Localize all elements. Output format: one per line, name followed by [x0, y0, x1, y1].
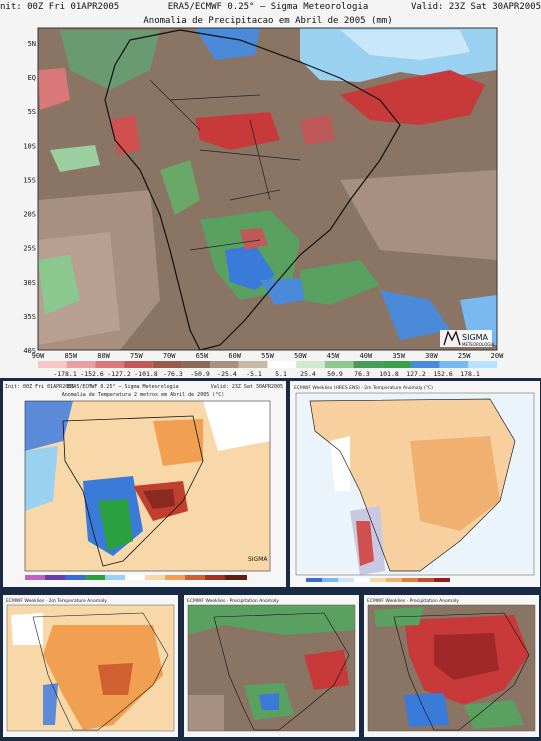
sigma-logo: SIGMA METEOROLOGIA: [440, 330, 495, 347]
scale-label: -152.6: [80, 370, 104, 378]
lon-label: 80W: [97, 352, 110, 360]
lon-label: 60W: [228, 352, 241, 360]
map-title: Anomalia de Precipitacao em Abril de 200…: [143, 16, 392, 26]
scale-swatch: [353, 361, 383, 368]
temp-header-init: Init: 00Z Fri 01APR2005: [5, 384, 74, 390]
temp-header-valid: Valid: 23Z Sat 30APR2005: [211, 384, 283, 390]
header-init: nit: 00Z Fri 01APR2005: [0, 2, 119, 12]
bottom-panel-3-header: ECMWF Weeklies · Precipitation Anomaly: [367, 598, 459, 604]
scale-swatch: [468, 361, 497, 368]
scale-swatch: [95, 361, 125, 368]
scale-label: 76.3: [354, 370, 370, 378]
lon-label: 45W: [327, 352, 340, 360]
lat-label: 40S: [23, 347, 36, 355]
weeklies-bottom-panel-3: ECMWF Weeklies · Precipitation Anomaly: [364, 595, 539, 737]
bottom-panel-1-header: ECMWF Weeklies · 2m Temperature Anomaly: [6, 598, 107, 604]
scale-label: -25.4: [217, 370, 237, 378]
lat-label: 25S: [23, 245, 36, 253]
lat-label: 35S: [23, 313, 36, 321]
scale-label: -178.1: [53, 370, 77, 378]
lon-label: 75W: [130, 352, 143, 360]
scale-label: 101.8: [379, 370, 399, 378]
weeklies-temp-header: ECMWF Weeklies (HRES ENS) · 2m Temperatu…: [294, 385, 433, 391]
scale-swatch: [66, 361, 96, 368]
weeklies-temp-scale: [306, 578, 450, 582]
sigma-logo-text: SIGMA: [462, 333, 489, 342]
precipitation-anomaly-map: nit: 00Z Fri 01APR2005 ERA5/ECMWF 0.25° …: [0, 0, 541, 378]
scale-swatch: [267, 361, 297, 368]
longitude-labels: 90W 85W 80W 75W 70W 65W 60W 55W 50W 45W 40W 35W 30W 2…: [32, 352, 504, 360]
weeklies-temperature-panel: ECMWF Weeklies (HRES ENS) · 2m Temperatu…: [290, 381, 540, 587]
sigma-logo-subtext: METEOROLOGIA: [462, 342, 495, 347]
bottom-panel-2-header: ECMWF Weeklies · Precipitation Anomaly: [187, 598, 279, 604]
scale-swatch: [210, 361, 239, 368]
scale-swatch: [124, 361, 153, 368]
bottom-panel-3-svg: ECMWF Weeklies · Precipitation Anomaly: [367, 598, 536, 732]
scale-swatch: [439, 361, 469, 368]
scale-label: -5.1: [246, 370, 262, 378]
lon-label: 90W: [32, 352, 45, 360]
weeklies-bottom-panel-2: ECMWF Weeklies · Precipitation Anomaly: [184, 595, 359, 737]
scale-label: -76.3: [163, 370, 183, 378]
lon-label: 50W: [294, 352, 307, 360]
scale-label: -127.2: [107, 370, 131, 378]
scale-swatch: [152, 361, 182, 368]
lon-label: 30W: [425, 352, 438, 360]
scale-label: 25.4: [300, 370, 316, 378]
lat-label: 30S: [23, 279, 36, 287]
lon-label: 25W: [458, 352, 471, 360]
lon-label: 55W: [261, 352, 274, 360]
lat-label: 5N: [28, 40, 36, 48]
lat-label: 10S: [23, 142, 36, 150]
lat-label: 15S: [23, 176, 36, 184]
latitude-labels: 5N EQ 5S 10S 15S 20S 25S 30S 35S 40S: [23, 40, 36, 355]
scale-label: 50.9: [327, 370, 343, 378]
scale-swatch: [296, 361, 325, 368]
lat-label: 5S: [28, 108, 36, 116]
temp-logo: SIGMA: [248, 556, 268, 563]
header-model: ERA5/ECMWF 0.25° — Sigma Meteorologia: [168, 2, 368, 12]
temp-color-bar: [25, 575, 247, 580]
temperature-map-svg: Init: 00Z Fri 01APR2005 ERA5/ECMWF 0.25°…: [5, 384, 283, 580]
lon-label: 35W: [392, 352, 405, 360]
scale-label: 178.1: [460, 370, 480, 378]
scale-label: 127.2: [406, 370, 426, 378]
weeklies-bottom-panel-1: ECMWF Weeklies · 2m Temperature Anomaly: [3, 595, 178, 737]
scale-swatch: [38, 361, 67, 368]
scale-swatch: [181, 361, 211, 368]
bottom-panel-1-svg: ECMWF Weeklies · 2m Temperature Anomaly: [6, 598, 175, 732]
lat-label: 20S: [23, 211, 36, 219]
temp-title: Anomalia de Temperatura 2 metros em Abri…: [62, 392, 225, 398]
header-valid: Valid: 23Z Sat 30APR2005: [411, 2, 541, 12]
scale-label: -50.9: [190, 370, 210, 378]
scale-label: -101.8: [134, 370, 158, 378]
lon-label: 70W: [163, 352, 176, 360]
color-scale-bar: -178.1 -152.6 -127.2 -101.8 -76.3 -50.9 -25.4 -…: [38, 361, 497, 378]
lon-label: 40W: [360, 352, 373, 360]
scale-label: 152.6: [433, 370, 453, 378]
temp-header-model: ERA5/ECMWF 0.25° — Sigma Meteorologia: [67, 384, 178, 390]
bottom-panel-2-svg: ECMWF Weeklies · Precipitation Anomaly: [187, 598, 356, 732]
lon-label: 65W: [196, 352, 209, 360]
precipitation-map-svg: nit: 00Z Fri 01APR2005 ERA5/ECMWF 0.25° …: [0, 2, 541, 378]
map-field: [37, 27, 498, 351]
scale-swatch: [238, 361, 268, 368]
scale-swatch: [382, 361, 411, 368]
scale-swatch: [324, 361, 354, 368]
scale-swatch: [410, 361, 440, 368]
lat-label: EQ: [28, 74, 36, 82]
lon-label: 20W: [491, 352, 504, 360]
lon-label: 85W: [64, 352, 77, 360]
temperature-anomaly-map: Init: 00Z Fri 01APR2005 ERA5/ECMWF 0.25°…: [3, 381, 286, 587]
scale-label: 5.1: [275, 370, 287, 378]
weeklies-temp-svg: ECMWF Weeklies (HRES ENS) · 2m Temperatu…: [294, 385, 535, 582]
